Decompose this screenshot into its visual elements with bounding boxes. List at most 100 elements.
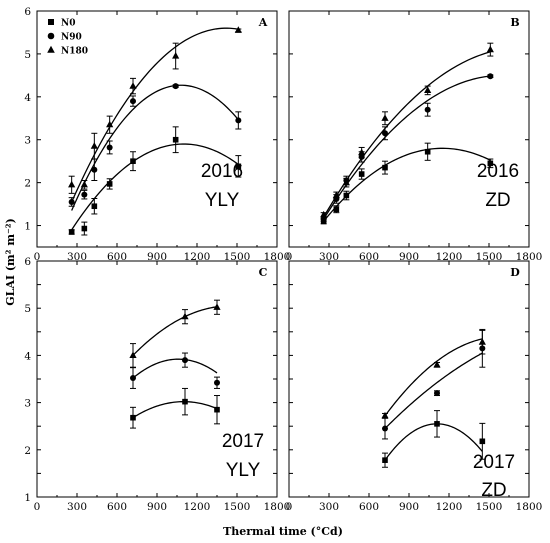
- x-tick-label: 300: [319, 501, 339, 513]
- x-tick-label: 1800: [516, 251, 543, 263]
- legend-label: N0: [61, 19, 76, 29]
- x-tick-label: 900: [399, 251, 419, 263]
- x-tick-label: 1500: [476, 251, 503, 263]
- fit-curve-n0: [71, 143, 239, 231]
- panel-b: 0 300 600 900 1200 1500 1800 B 2016 ZD: [286, 10, 543, 263]
- x-tick-label: 1800: [516, 501, 543, 513]
- point-n0: [91, 203, 98, 210]
- point-n90: [172, 83, 179, 90]
- fit-curve-n180: [71, 27, 239, 203]
- panel-letter: C: [259, 266, 268, 279]
- point-n180: [234, 26, 242, 33]
- x-tick-label: 600: [359, 251, 379, 263]
- panel-site-label: ZD: [485, 190, 510, 211]
- point-n0: [333, 206, 340, 213]
- panel-a: 0 300 600 900 1200 1500 1800 1 2 3 4 5 6 A 2016 YLY N0 N9…: [24, 6, 290, 263]
- point-n180: [68, 180, 76, 188]
- legend-label: N180: [61, 47, 88, 57]
- panel-site-label: YLY: [205, 190, 240, 211]
- point-n0: [106, 181, 113, 187]
- x-tick-label: 900: [147, 501, 167, 513]
- point-n90: [382, 425, 388, 432]
- fit-curve-n180: [323, 51, 491, 218]
- point-n90: [235, 117, 242, 124]
- panel-c: 0 300 600 900 1200 1500 1800 1 2 3 4 5 6 C 2017 YLY: [24, 256, 290, 513]
- point-n90: [434, 390, 440, 397]
- x-tick-label: 1200: [184, 501, 211, 513]
- fit-curve-n90: [384, 352, 483, 430]
- point-n0: [424, 148, 431, 155]
- point-n90: [487, 73, 494, 80]
- point-n0: [358, 171, 365, 177]
- point-n180: [381, 114, 389, 121]
- point-n90: [81, 191, 88, 198]
- panel-letter: A: [258, 16, 268, 29]
- point-n90: [130, 98, 136, 105]
- fit-curve-n0: [132, 401, 218, 419]
- y-tick-label: 5: [24, 303, 31, 315]
- x-tick-label: 600: [359, 501, 379, 513]
- fit-curve-n90: [132, 358, 218, 379]
- point-n180: [358, 148, 366, 156]
- y-tick-label: 6: [24, 6, 31, 18]
- x-tick-label: 300: [319, 251, 339, 263]
- fit-curve-n90: [71, 84, 239, 211]
- point-n180: [129, 82, 137, 89]
- y-tick-label: 4: [24, 92, 31, 104]
- x-tick-label: 0: [34, 501, 41, 513]
- fit-curve-n180: [132, 306, 218, 356]
- y-tick-label: 4: [24, 350, 31, 362]
- legend-marker-triangle: [47, 45, 55, 53]
- x-tick-label: 600: [107, 251, 127, 263]
- y-tick-label: 6: [24, 256, 31, 268]
- point-n180: [172, 52, 180, 59]
- panel-site-label: ZD: [481, 480, 506, 501]
- legend-marker-circle: [47, 32, 55, 40]
- point-n180: [342, 178, 350, 186]
- fit-curve-n0: [323, 147, 491, 222]
- point-n180: [80, 180, 88, 188]
- panels-group: 0 300 600 900 1200 1500 1800123456A2016YLYN0N9…: [24, 6, 542, 513]
- point-n0: [382, 457, 388, 463]
- x-tick-label: 0: [34, 251, 41, 263]
- point-n180: [433, 360, 441, 368]
- point-n0: [382, 164, 388, 171]
- point-n180: [478, 338, 486, 345]
- point-n0: [182, 398, 188, 405]
- x-tick-label: 1500: [224, 501, 251, 513]
- x-tick-label: 0: [286, 501, 293, 513]
- point-n0: [68, 229, 75, 235]
- x-tick-label: 1200: [436, 501, 463, 513]
- point-n90: [424, 106, 431, 113]
- x-tick-label: 1800: [264, 251, 291, 263]
- y-tick-label: 3: [24, 398, 31, 410]
- legend: N0 N90 N180: [47, 19, 88, 57]
- point-n180: [129, 351, 137, 358]
- x-tick-label: 900: [147, 251, 167, 263]
- point-n180: [332, 191, 340, 199]
- x-tick-label: 300: [67, 251, 87, 263]
- point-n0: [434, 421, 440, 427]
- y-tick-label: 3: [24, 135, 31, 147]
- x-tick-label: 600: [107, 501, 127, 513]
- y-tick-label: 1: [24, 221, 31, 233]
- point-n90: [182, 357, 188, 364]
- point-n180: [424, 86, 432, 93]
- panel-year-label: 2016: [201, 161, 243, 182]
- legend-marker-square: [48, 19, 54, 25]
- panel-d: 0 300 600 900 1200 1500 1800 D 2017 ZD: [286, 260, 543, 513]
- point-n0: [487, 160, 494, 167]
- point-n180: [381, 411, 389, 419]
- y-tick-label: 5: [24, 49, 31, 61]
- x-tick-label: 0: [286, 251, 293, 263]
- legend-label: N90: [61, 33, 82, 43]
- point-n0: [479, 438, 486, 445]
- fit-curve-n0: [384, 423, 483, 461]
- point-n180: [181, 312, 189, 320]
- x-tick-label: 1500: [224, 251, 251, 263]
- point-n90: [68, 198, 75, 205]
- point-n180: [486, 45, 494, 53]
- point-n180: [320, 210, 328, 218]
- y-axis-title: GLAI (m² m⁻²): [4, 218, 17, 306]
